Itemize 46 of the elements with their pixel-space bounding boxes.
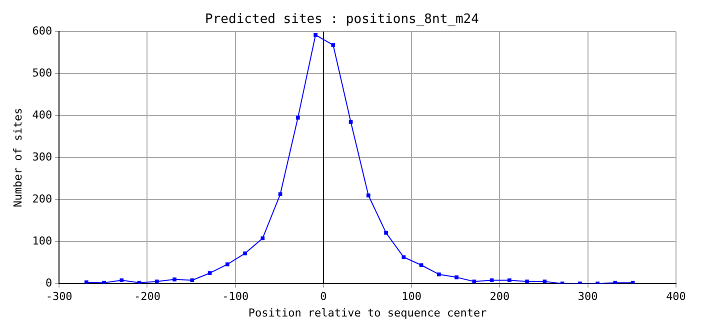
point bbox=[419, 263, 424, 268]
point bbox=[278, 192, 282, 196]
point bbox=[525, 280, 529, 284]
point bbox=[225, 262, 230, 266]
point bbox=[613, 280, 618, 284]
point bbox=[454, 275, 458, 280]
point bbox=[120, 278, 124, 282]
x-tick-label: 0 bbox=[320, 290, 327, 304]
point bbox=[296, 116, 300, 120]
y-axis-title: Number of sites bbox=[11, 108, 24, 208]
point bbox=[260, 236, 265, 240]
y-tick-label: 600 bbox=[32, 24, 52, 38]
point bbox=[243, 251, 247, 256]
point bbox=[348, 120, 353, 124]
x-tick-label: 200 bbox=[490, 290, 510, 304]
point bbox=[84, 280, 88, 284]
point bbox=[154, 280, 159, 284]
y-tick-label: 400 bbox=[32, 108, 52, 122]
point bbox=[508, 278, 512, 282]
y-tick-label: 300 bbox=[32, 150, 52, 164]
point bbox=[472, 280, 476, 284]
point bbox=[172, 277, 176, 282]
point bbox=[630, 280, 635, 284]
y-tick-label: 0 bbox=[45, 276, 52, 290]
y-tick-label: 100 bbox=[32, 234, 52, 248]
y-tick-label: 200 bbox=[32, 192, 52, 206]
x-tick-label: -100 bbox=[222, 290, 249, 304]
point bbox=[102, 280, 106, 284]
point bbox=[190, 278, 194, 282]
point bbox=[314, 33, 318, 37]
point bbox=[331, 43, 336, 47]
x-tick-label: -300 bbox=[46, 290, 72, 304]
chart-title: Predicted sites : positions_8nt_m24 bbox=[205, 12, 480, 28]
x-tick-label: -200 bbox=[134, 290, 160, 304]
point bbox=[208, 271, 212, 276]
point bbox=[137, 280, 142, 284]
x-tick-label: 400 bbox=[666, 290, 686, 304]
point bbox=[384, 230, 388, 235]
point bbox=[437, 272, 441, 276]
point bbox=[402, 255, 406, 260]
point bbox=[366, 193, 370, 198]
point bbox=[542, 280, 547, 284]
x-tick-label: 100 bbox=[402, 290, 422, 304]
x-axis-title: Position relative to sequence center bbox=[248, 306, 488, 320]
x-tick-label: 300 bbox=[578, 290, 598, 304]
y-tick-label: 500 bbox=[32, 66, 52, 80]
